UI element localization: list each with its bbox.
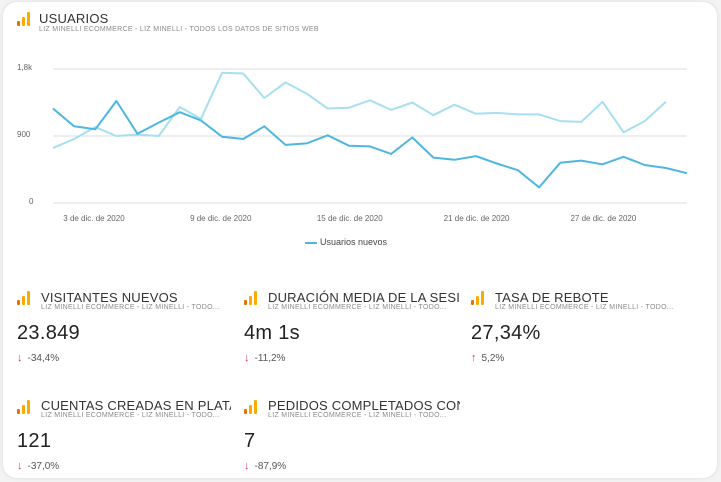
- arrow-down-icon: ↓: [17, 460, 23, 472]
- analytics-bar-chart-icon: [244, 400, 258, 414]
- y-tick-label: 900: [17, 130, 31, 139]
- analytics-bar-chart-icon: [244, 291, 258, 305]
- users-line-chart[interactable]: [3, 2, 717, 252]
- kpi-change-value: -37,0%: [27, 461, 60, 472]
- arrow-down-icon: ↓: [17, 352, 23, 364]
- chart-subtitle: LIZ MINELLI ECOMMERCE - LIZ MINELLI - TO…: [39, 26, 319, 33]
- arrow-up-icon: ↑: [471, 352, 477, 364]
- series-line-comparison[interactable]: [52, 71, 667, 149]
- kpi-subtitle: LIZ MINELLI ECOMMERCE - LIZ MINELLI - TO…: [268, 412, 447, 419]
- kpi-title: TASA DE REBOTE: [495, 290, 609, 305]
- kpi-subtitle: LIZ MINELLI ECOMMERCE - LIZ MINELLI - TO…: [41, 412, 220, 419]
- x-tick-label: 9 de dic. de 2020: [190, 214, 252, 223]
- kpi-change-value: -87,9%: [254, 461, 287, 472]
- kpi-change-value: -11,2%: [254, 353, 286, 364]
- kpi-value: 121: [17, 430, 52, 452]
- kpi-subtitle: LIZ MINELLI ECOMMERCE - LIZ MINELLI - TO…: [41, 304, 220, 311]
- kpi-subtitle: LIZ MINELLI ECOMMERCE - LIZ MINELLI - TO…: [495, 304, 674, 311]
- x-tick-label: 21 de dic. de 2020: [443, 214, 510, 223]
- kpi-change: ↓ -87,9%: [244, 460, 286, 472]
- chart-legend[interactable]: Usuarios nuevos: [305, 237, 387, 247]
- kpi-change: ↑ 5,2%: [471, 352, 504, 364]
- kpi-change-value: -34,4%: [27, 353, 60, 364]
- kpi-value: 27,34%: [471, 322, 541, 344]
- kpi-value: 7: [244, 430, 256, 452]
- y-tick-label: 0: [29, 197, 34, 206]
- kpi-change-value: 5,2%: [481, 353, 505, 364]
- legend-label: Usuarios nuevos: [320, 237, 388, 247]
- arrow-down-icon: ↓: [244, 352, 250, 364]
- x-tick-label: 15 de dic. de 2020: [316, 214, 383, 223]
- kpi-change: ↓ -34,4%: [17, 352, 59, 364]
- analytics-bar-chart-icon: [17, 400, 31, 414]
- kpi-title: DURACIÓN MEDIA DE LA SESI...: [268, 290, 460, 305]
- kpi-title: PEDIDOS COMPLETADOS CON ...: [268, 398, 460, 413]
- analytics-bar-chart-icon: [17, 291, 31, 305]
- kpi-change: ↓ -11,2%: [244, 352, 285, 364]
- kpi-subtitle: LIZ MINELLI ECOMMERCE - LIZ MINELLI - TO…: [268, 304, 447, 311]
- kpi-change: ↓ -37,0%: [17, 460, 59, 472]
- kpi-value: 4m 1s: [244, 322, 300, 344]
- analytics-bar-chart-icon: [17, 12, 31, 26]
- kpi-title: VISITANTES NUEVOS: [41, 290, 178, 305]
- arrow-down-icon: ↓: [244, 460, 250, 472]
- analytics-bar-chart-icon: [471, 291, 485, 305]
- legend-swatch: [305, 241, 317, 244]
- dashboard-card: USUARIOS LIZ MINELLI ECOMMERCE - LIZ MIN…: [3, 2, 717, 478]
- chart-title[interactable]: USUARIOS: [39, 11, 109, 26]
- kpi-title: CUENTAS CREADAS EN PLATA...: [41, 398, 231, 413]
- series-line-new-users[interactable]: [52, 100, 688, 189]
- x-tick-label: 27 de dic. de 2020: [570, 214, 637, 223]
- y-tick-label: 1,8k: [17, 63, 33, 72]
- kpi-value: 23.849: [17, 322, 80, 344]
- x-tick-label: 3 de dic. de 2020: [63, 214, 125, 223]
